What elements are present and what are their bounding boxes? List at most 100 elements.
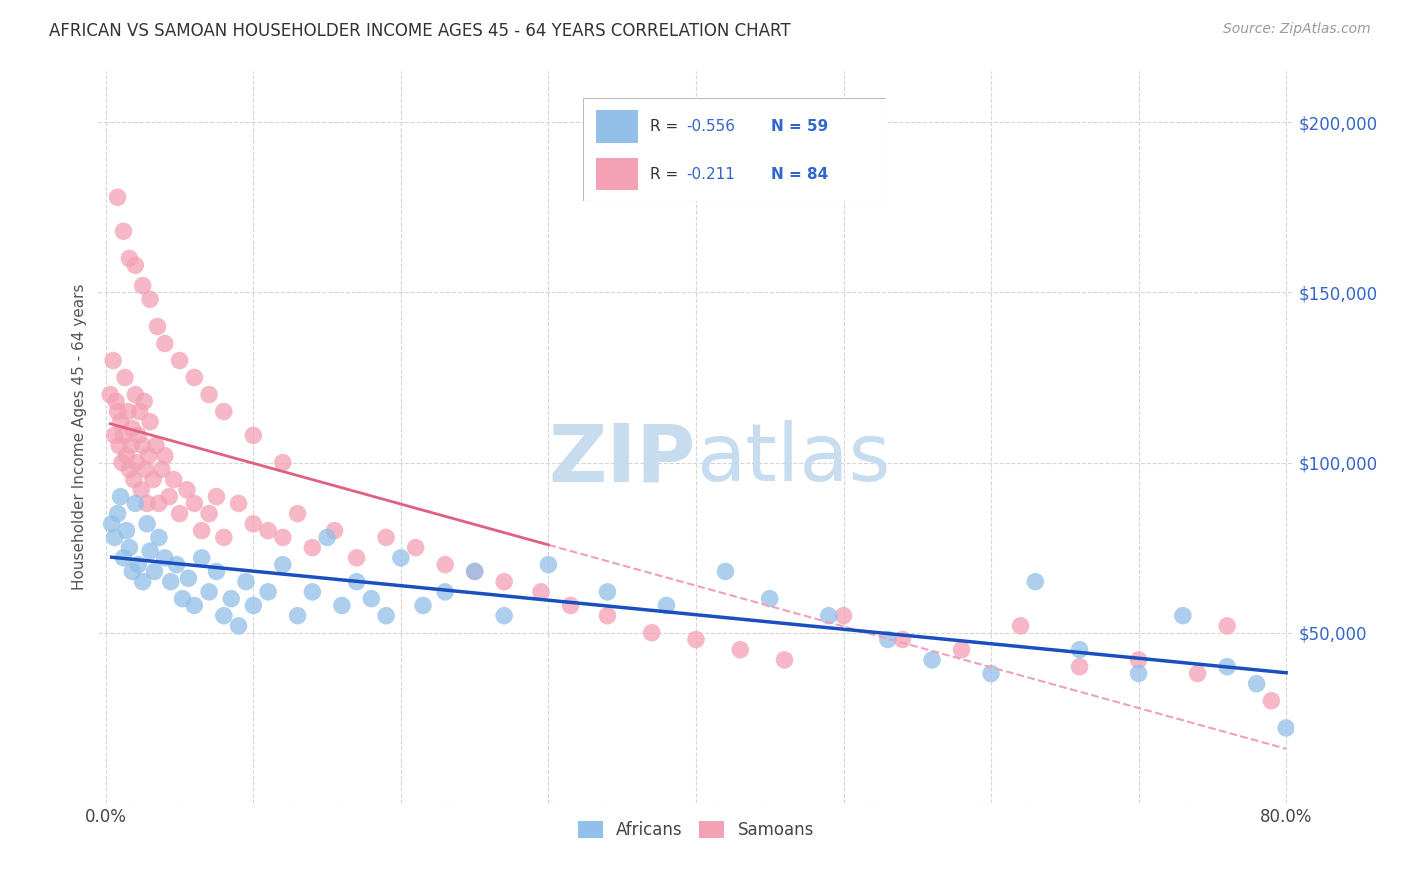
Point [560,599,582,613]
Point [212,531,235,545]
Point [157,490,180,504]
Point [139,415,162,429]
Text: N = 84: N = 84 [770,167,828,182]
Point [876,632,898,647]
Point [120,439,142,453]
Point [494,608,516,623]
Text: R =: R = [650,120,683,135]
Point [139,544,162,558]
Point [655,599,678,613]
Point [323,524,346,538]
Point [219,591,242,606]
FancyBboxPatch shape [583,98,886,201]
Point [136,496,159,510]
Point [1069,659,1091,673]
Point [124,496,146,510]
Point [135,462,157,476]
Point [118,252,141,266]
Point [1246,677,1268,691]
Point [301,541,323,555]
Point [464,565,486,579]
Point [183,599,205,613]
Point [685,632,707,647]
Point [773,653,796,667]
Point [108,439,131,453]
Text: atlas: atlas [696,420,890,498]
Point [891,632,914,647]
Text: -0.556: -0.556 [686,120,735,135]
Point [205,490,228,504]
Point [100,516,122,531]
Point [115,449,138,463]
Point [287,507,309,521]
Point [98,387,121,401]
Point [464,565,486,579]
Point [112,428,135,442]
Point [127,558,149,572]
Point [124,387,146,401]
Point [110,490,132,504]
Point [139,293,162,307]
Point [346,550,368,565]
Point [148,496,170,510]
Point [242,599,264,613]
Point [346,574,368,589]
Point [131,278,153,293]
Text: -0.211: -0.211 [686,167,735,182]
Point [112,224,135,238]
Text: ZIP: ZIP [548,420,696,498]
Point [271,456,294,470]
Point [122,473,145,487]
Y-axis label: Householder Income Ages 45 - 64 years: Householder Income Ages 45 - 64 years [72,284,87,591]
Point [537,558,560,572]
Point [817,608,839,623]
Point [177,571,200,585]
Point [728,642,751,657]
Point [172,591,194,606]
Point [134,394,156,409]
FancyBboxPatch shape [596,111,638,144]
Point [714,565,737,579]
Text: N = 59: N = 59 [770,120,828,135]
Point [110,415,132,429]
Point [163,473,186,487]
Point [118,541,141,555]
Point [190,550,212,565]
Point [198,507,221,521]
Point [257,585,280,599]
Point [301,585,323,599]
Legend: Africans, Samoans: Africans, Samoans [571,814,821,846]
Point [228,619,250,633]
Point [112,550,135,565]
FancyBboxPatch shape [596,158,638,190]
Text: AFRICAN VS SAMOAN HOUSEHOLDER INCOME AGES 45 - 64 YEARS CORRELATION CHART: AFRICAN VS SAMOAN HOUSEHOLDER INCOME AGE… [49,22,790,40]
Point [107,507,129,521]
Point [138,449,160,463]
Text: R =: R = [650,167,688,182]
Point [183,370,205,384]
Point [257,524,280,538]
Point [1187,666,1209,681]
Point [131,439,153,453]
Text: Source: ZipAtlas.com: Source: ZipAtlas.com [1223,22,1371,37]
Point [389,550,412,565]
Point [1128,666,1150,681]
Point [530,585,553,599]
Point [1010,619,1032,633]
Point [360,591,382,606]
Point [242,428,264,442]
Point [1171,608,1194,623]
Point [107,404,129,418]
Point [198,387,221,401]
Point [159,574,181,589]
Point [375,531,398,545]
Point [434,585,457,599]
Point [148,531,170,545]
Point [758,591,780,606]
Point [142,473,165,487]
Point [212,404,235,418]
Point [145,439,167,453]
Point [950,642,973,657]
Point [235,574,257,589]
Point [150,462,173,476]
